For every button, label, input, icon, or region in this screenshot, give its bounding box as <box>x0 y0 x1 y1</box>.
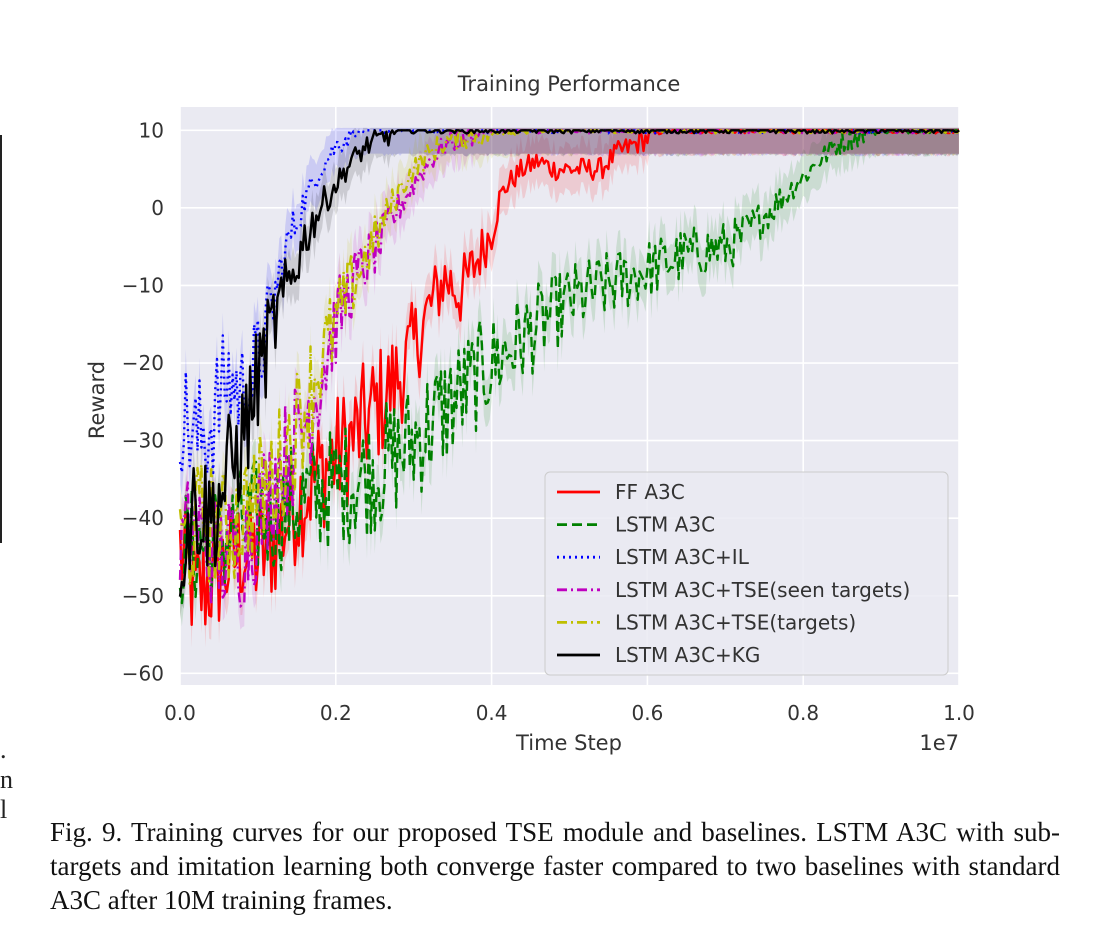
legend-label: LSTM A3C+IL <box>615 545 750 569</box>
legend-label: LSTM A3C+KG <box>615 643 760 667</box>
y-axis-label: Reward <box>85 361 109 439</box>
x-tick-label: 0.8 <box>787 701 819 725</box>
legend-label: LSTM A3C <box>615 513 715 537</box>
margin-mark: . <box>0 735 7 764</box>
legend-box <box>544 471 949 676</box>
legend-label: LSTM A3C+TSE(targets) <box>615 610 856 634</box>
y-tick-label: −40 <box>122 506 164 530</box>
tick-labels: 0.0 0.2 0.4 0.6 0.8 1.0 10 0 −10 −20 −30 −40 −50 −60 <box>122 118 975 725</box>
margin-mark: n <box>0 765 13 794</box>
y-tick-label: −50 <box>122 584 164 608</box>
y-tick-label: 10 <box>139 118 164 142</box>
y-tick-label: −10 <box>122 273 164 297</box>
y-tick-label: −20 <box>122 351 164 375</box>
figure-caption: Fig. 9. Training curves for our proposed… <box>50 817 1060 915</box>
x-tick-label: 0.2 <box>320 701 352 725</box>
x-axis-offset-label: 1e7 <box>919 731 959 755</box>
legend-label: LSTM A3C+TSE(seen targets) <box>615 578 910 602</box>
legend-label: FF A3C <box>615 480 685 504</box>
series-line-lstm-a3c-kg <box>178 129 960 597</box>
x-tick-label: 0.6 <box>631 701 663 725</box>
y-tick-label: −60 <box>122 661 164 685</box>
x-axis-label: Time Step <box>515 731 622 755</box>
series-lines <box>178 129 960 626</box>
y-tick-label: 0 <box>151 196 164 220</box>
y-tick-label: −30 <box>122 429 164 453</box>
series-line-lstm-a3c <box>178 129 960 605</box>
x-tick-label: 0.0 <box>164 701 196 725</box>
x-tick-label: 1.0 <box>943 701 975 725</box>
left-margin-rule <box>0 135 2 543</box>
training-performance-chart: 0.0 0.2 0.4 0.6 0.8 1.0100−10−20−30−40−50−60 … <box>85 72 975 755</box>
legend: FF A3C LSTM A3C LSTM A3C+IL LSTM A3C+TSE(se… <box>544 471 949 676</box>
margin-mark: l <box>0 795 8 824</box>
x-tick-label: 0.4 <box>476 701 508 725</box>
chart-title: Training Performance <box>457 72 681 96</box>
margin-marks: . n l <box>0 735 14 825</box>
